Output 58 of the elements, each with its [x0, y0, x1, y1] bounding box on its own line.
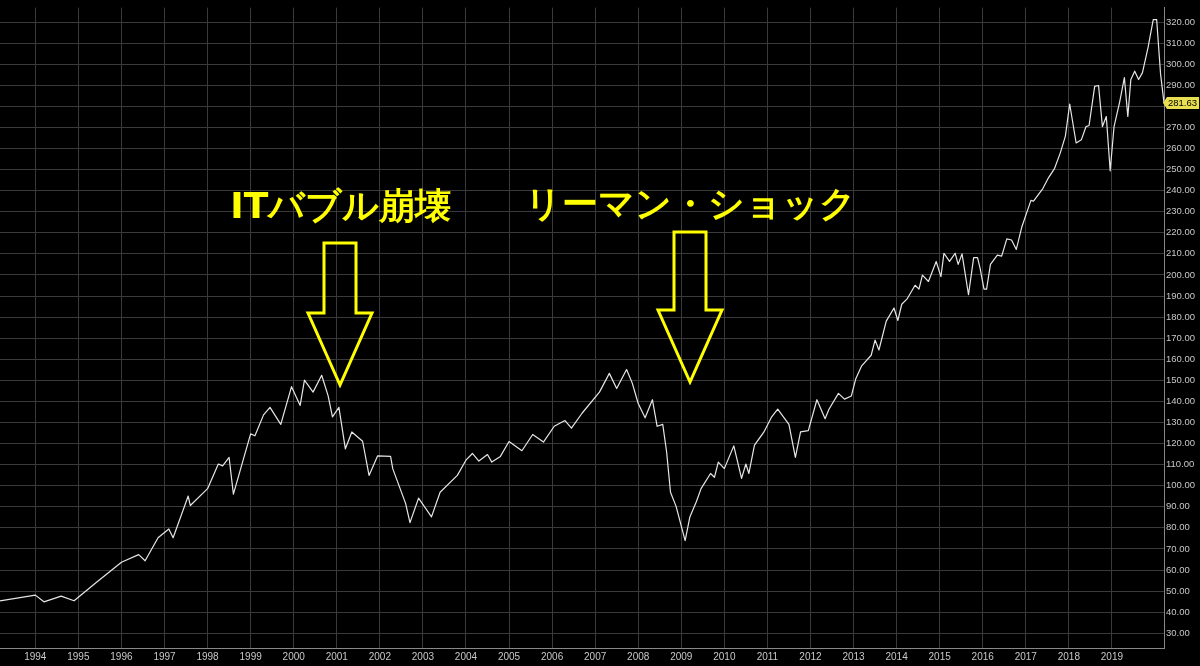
x-tick-label: 1994	[24, 650, 47, 662]
x-tick-label: 2013	[842, 650, 866, 662]
y-tick-label: 260.00	[1166, 142, 1196, 154]
y-tick-label: 190.00	[1166, 289, 1196, 301]
x-tick-label: 2004	[454, 650, 478, 662]
y-tick-label: 70.00	[1166, 542, 1190, 554]
y-tick-label: 30.00	[1166, 626, 1190, 638]
x-tick-label: 1998	[196, 650, 220, 662]
y-tick-label: 160.00	[1166, 352, 1196, 364]
y-tick-label: 50.00	[1166, 584, 1190, 596]
x-tick-label: 2000	[282, 650, 306, 662]
x-tick-label: 2014	[885, 650, 909, 662]
x-tick-label: 2010	[713, 650, 736, 662]
y-tick-label: 240.00	[1166, 184, 1196, 196]
x-tick-label: 2012	[799, 650, 823, 662]
x-tick-label: 2006	[540, 650, 564, 662]
x-tick-label: 2002	[368, 650, 392, 662]
y-tick-label: 180.00	[1166, 310, 1196, 322]
y-tick-label: 100.00	[1166, 479, 1196, 491]
y-tick-label: 140.00	[1166, 395, 1196, 407]
y-tick-label: 250.00	[1166, 163, 1196, 175]
x-tick-label: 2011	[756, 650, 779, 662]
x-tick-label: 2016	[971, 650, 995, 662]
x-tick-label: 2017	[1014, 650, 1038, 662]
y-tick-label: 110.00	[1166, 458, 1195, 470]
y-tick-label: 80.00	[1166, 521, 1190, 533]
data-label: 281.63	[1168, 97, 1198, 109]
x-tick-label: 2015	[928, 650, 952, 662]
y-tick-label: 310.00	[1166, 36, 1196, 48]
x-tick-label: 2018	[1057, 650, 1081, 662]
x-tick-label: 2019	[1100, 650, 1124, 662]
x-tick-label: 2009	[670, 650, 693, 662]
y-tick-label: 130.00	[1166, 416, 1196, 428]
y-tick-label: 300.00	[1166, 57, 1196, 69]
x-tick-label: 1995	[67, 650, 90, 662]
y-tick-label: 290.00	[1166, 78, 1196, 90]
annotation: ITバブル崩壊	[230, 185, 452, 227]
x-tick-label: 2007	[584, 650, 607, 662]
y-tick-label: 40.00	[1166, 605, 1190, 617]
y-tick-label: 200.00	[1166, 268, 1196, 280]
y-tick-label: 320.00	[1166, 15, 1196, 27]
x-tick-label: 2001	[325, 650, 349, 662]
annotation: リーマン・ショック	[524, 182, 856, 224]
y-tick-label: 150.00	[1166, 373, 1196, 385]
y-tick-label: 90.00	[1166, 500, 1190, 512]
x-tick-label: 1996	[110, 650, 133, 662]
y-tick-label: 60.00	[1166, 563, 1190, 575]
y-tick-label: 170.00	[1166, 331, 1196, 343]
x-tick-label: 2008	[627, 650, 650, 662]
x-tick-label: 2003	[411, 650, 435, 662]
y-tick-label: 210.00	[1166, 247, 1196, 259]
y-tick-label: 230.00	[1166, 205, 1196, 217]
x-tick-label: 1999	[239, 650, 263, 662]
x-tick-label: 1997	[153, 650, 177, 662]
y-tick-label: 270.00	[1166, 121, 1196, 133]
y-tick-label: 220.00	[1166, 226, 1196, 238]
y-tick-label: 120.00	[1166, 437, 1196, 449]
x-tick-label: 2005	[497, 650, 521, 662]
